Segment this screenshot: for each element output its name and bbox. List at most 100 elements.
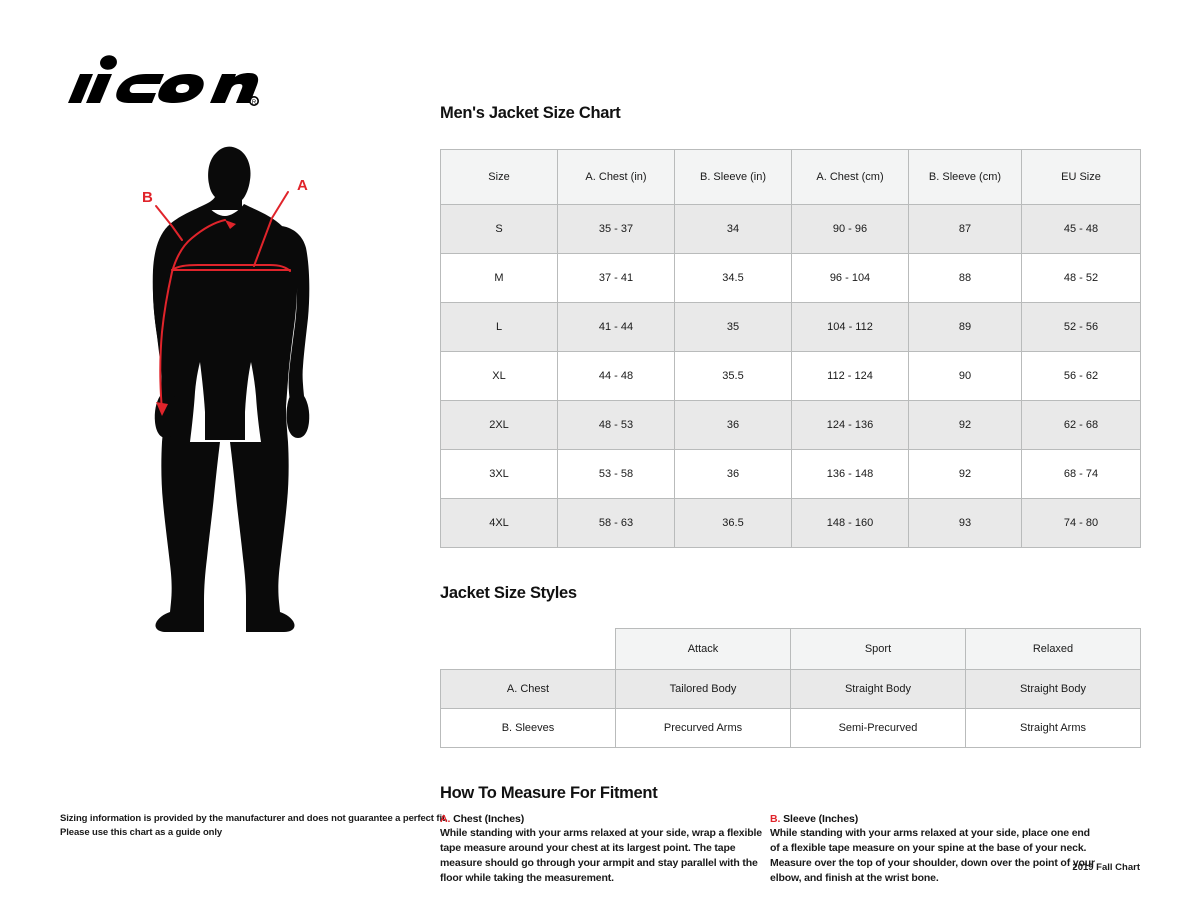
cell-sleeve-in: 36 (674, 449, 792, 499)
styles-cell-relaxed: Straight Arms (965, 708, 1141, 748)
measure-item-chest: A. Chest (Inches) While standing with yo… (440, 813, 770, 886)
styles-cell-sport: Semi-Precurved (790, 708, 966, 748)
cell-chest-in: 53 - 58 (557, 449, 675, 499)
cell-eu-size: 45 - 48 (1021, 204, 1141, 254)
cell-chest-cm: 124 - 136 (791, 400, 909, 450)
table-row: L 41 - 44 35 104 - 112 89 52 - 56 (440, 302, 1141, 352)
measure-columns: A. Chest (Inches) While standing with yo… (440, 813, 1140, 886)
cell-sleeve-cm: 93 (908, 498, 1022, 548)
cell-chest-cm: 104 - 112 (791, 302, 909, 352)
measure-heading-chest: A. Chest (Inches) (440, 813, 770, 825)
table-row: B. Sleeves Precurved Arms Semi-Precurved… (440, 708, 1141, 748)
disclaimer-line-2: Please use this chart as a guide only (60, 826, 223, 838)
cell-size: M (440, 253, 558, 303)
body-silhouette-svg: A B (142, 146, 310, 632)
measure-item-sleeve: B. Sleeve (Inches) While standing with y… (770, 813, 1100, 886)
styles-row-label: B. Sleeves (440, 708, 616, 748)
cell-chest-in: 58 - 63 (557, 498, 675, 548)
table-row: XL 44 - 48 35.5 112 - 124 90 56 - 62 (440, 351, 1141, 401)
measure-title: How To Measure For Fitment (440, 784, 658, 802)
jacket-size-styles-table: Attack Sport Relaxed A. Chest Tailored B… (440, 628, 1141, 748)
brand-logo: R (60, 46, 260, 114)
cell-chest-cm: 112 - 124 (791, 351, 909, 401)
table-row: S 35 - 37 34 90 - 96 87 45 - 48 (440, 204, 1141, 254)
styles-cell-sport: Straight Body (790, 669, 966, 709)
cell-sleeve-in: 35 (674, 302, 792, 352)
cell-size: XL (440, 351, 558, 401)
col-header-sleeve-cm: B. Sleeve (cm) (908, 149, 1022, 205)
cell-chest-cm: 96 - 104 (791, 253, 909, 303)
styles-cell-attack: Precurved Arms (615, 708, 791, 748)
label-a-leader (253, 191, 289, 267)
measure-label-chest: Chest (Inches) (453, 813, 525, 825)
measure-body-sleeve: While standing with your arms relaxed at… (770, 827, 1095, 884)
styles-cell-attack: Tailored Body (615, 669, 791, 709)
cell-eu-size: 62 - 68 (1021, 400, 1141, 450)
styles-chart-title: Jacket Size Styles (440, 584, 577, 602)
figure-label-b: B (142, 189, 153, 206)
content-column: Men's Jacket Size Chart Size A. Chest (i… (440, 104, 1141, 886)
col-header-size: Size (440, 149, 558, 205)
cell-sleeve-in: 35.5 (674, 351, 792, 401)
styles-corner-cell (441, 629, 616, 670)
label-b-leader (155, 205, 183, 241)
svg-text:R: R (252, 100, 257, 106)
figure-label-a: A (297, 177, 308, 194)
cell-sleeve-cm: 92 (908, 449, 1022, 499)
disclaimer-line-1: Sizing information is provided by the ma… (60, 813, 448, 824)
cell-sleeve-in: 36.5 (674, 498, 792, 548)
wrist-arrow-head (156, 402, 168, 416)
cell-size: 4XL (440, 498, 558, 548)
chart-date: 2019 Fall Chart (1072, 862, 1140, 873)
mens-jacket-size-table: Size A. Chest (in) B. Sleeve (in) A. Che… (440, 149, 1141, 548)
measure-label-sleeve: Sleeve (Inches) (783, 813, 859, 825)
cell-eu-size: 48 - 52 (1021, 253, 1141, 303)
styles-row-label: A. Chest (440, 669, 616, 709)
chest-measurement-line (171, 264, 291, 272)
cell-size: 3XL (440, 449, 558, 499)
cell-sleeve-cm: 89 (908, 302, 1022, 352)
size-table-header-row: Size A. Chest (in) B. Sleeve (in) A. Che… (440, 149, 1141, 205)
measure-key-a: A. (440, 813, 451, 825)
cell-chest-in: 37 - 41 (557, 253, 675, 303)
measure-heading-sleeve: B. Sleeve (Inches) (770, 813, 1100, 825)
cell-size: 2XL (440, 400, 558, 450)
cell-sleeve-cm: 88 (908, 253, 1022, 303)
table-row: A. Chest Tailored Body Straight Body Str… (440, 669, 1141, 709)
col-header-chest-in: A. Chest (in) (557, 149, 675, 205)
measure-body-chest: While standing with your arms relaxed at… (440, 827, 762, 884)
styles-section: Jacket Size Styles Attack Sport Relaxed … (440, 584, 1141, 748)
cell-chest-in: 35 - 37 (557, 204, 675, 254)
styles-header-row: Attack Sport Relaxed (441, 628, 1141, 670)
measurement-overlay-lines (155, 191, 291, 413)
table-row: M 37 - 41 34.5 96 - 104 88 48 - 52 (440, 253, 1141, 303)
cell-size: S (440, 204, 558, 254)
cell-sleeve-cm: 87 (908, 204, 1022, 254)
measure-key-b: B. (770, 813, 781, 825)
cell-chest-in: 44 - 48 (557, 351, 675, 401)
sleeve-measurement-line (159, 219, 226, 413)
col-header-eu-size: EU Size (1021, 149, 1141, 205)
cell-sleeve-in: 36 (674, 400, 792, 450)
styles-cell-relaxed: Straight Body (965, 669, 1141, 709)
col-header-chest-cm: A. Chest (cm) (791, 149, 909, 205)
cell-sleeve-cm: 90 (908, 351, 1022, 401)
table-row: 3XL 53 - 58 36 136 - 148 92 68 - 74 (440, 449, 1141, 499)
cell-eu-size: 56 - 62 (1021, 351, 1141, 401)
measurement-arrowheads (156, 220, 236, 416)
table-row: 4XL 58 - 63 36.5 148 - 160 93 74 - 80 (440, 498, 1141, 548)
table-row: 2XL 48 - 53 36 124 - 136 92 62 - 68 (440, 400, 1141, 450)
sleeve-arrow-head (225, 220, 236, 229)
measurement-figure: A B (120, 140, 370, 640)
cell-chest-cm: 136 - 148 (791, 449, 909, 499)
cell-size: L (440, 302, 558, 352)
cell-chest-cm: 90 - 96 (791, 204, 909, 254)
size-chart-title: Men's Jacket Size Chart (440, 104, 621, 122)
sizing-disclaimer: Sizing information is provided by the ma… (60, 812, 450, 840)
cell-chest-in: 48 - 53 (557, 400, 675, 450)
cell-sleeve-in: 34.5 (674, 253, 792, 303)
cell-chest-in: 41 - 44 (557, 302, 675, 352)
style-header-attack: Attack (615, 628, 791, 670)
style-header-sport: Sport (790, 628, 966, 670)
style-header-relaxed: Relaxed (965, 628, 1141, 670)
